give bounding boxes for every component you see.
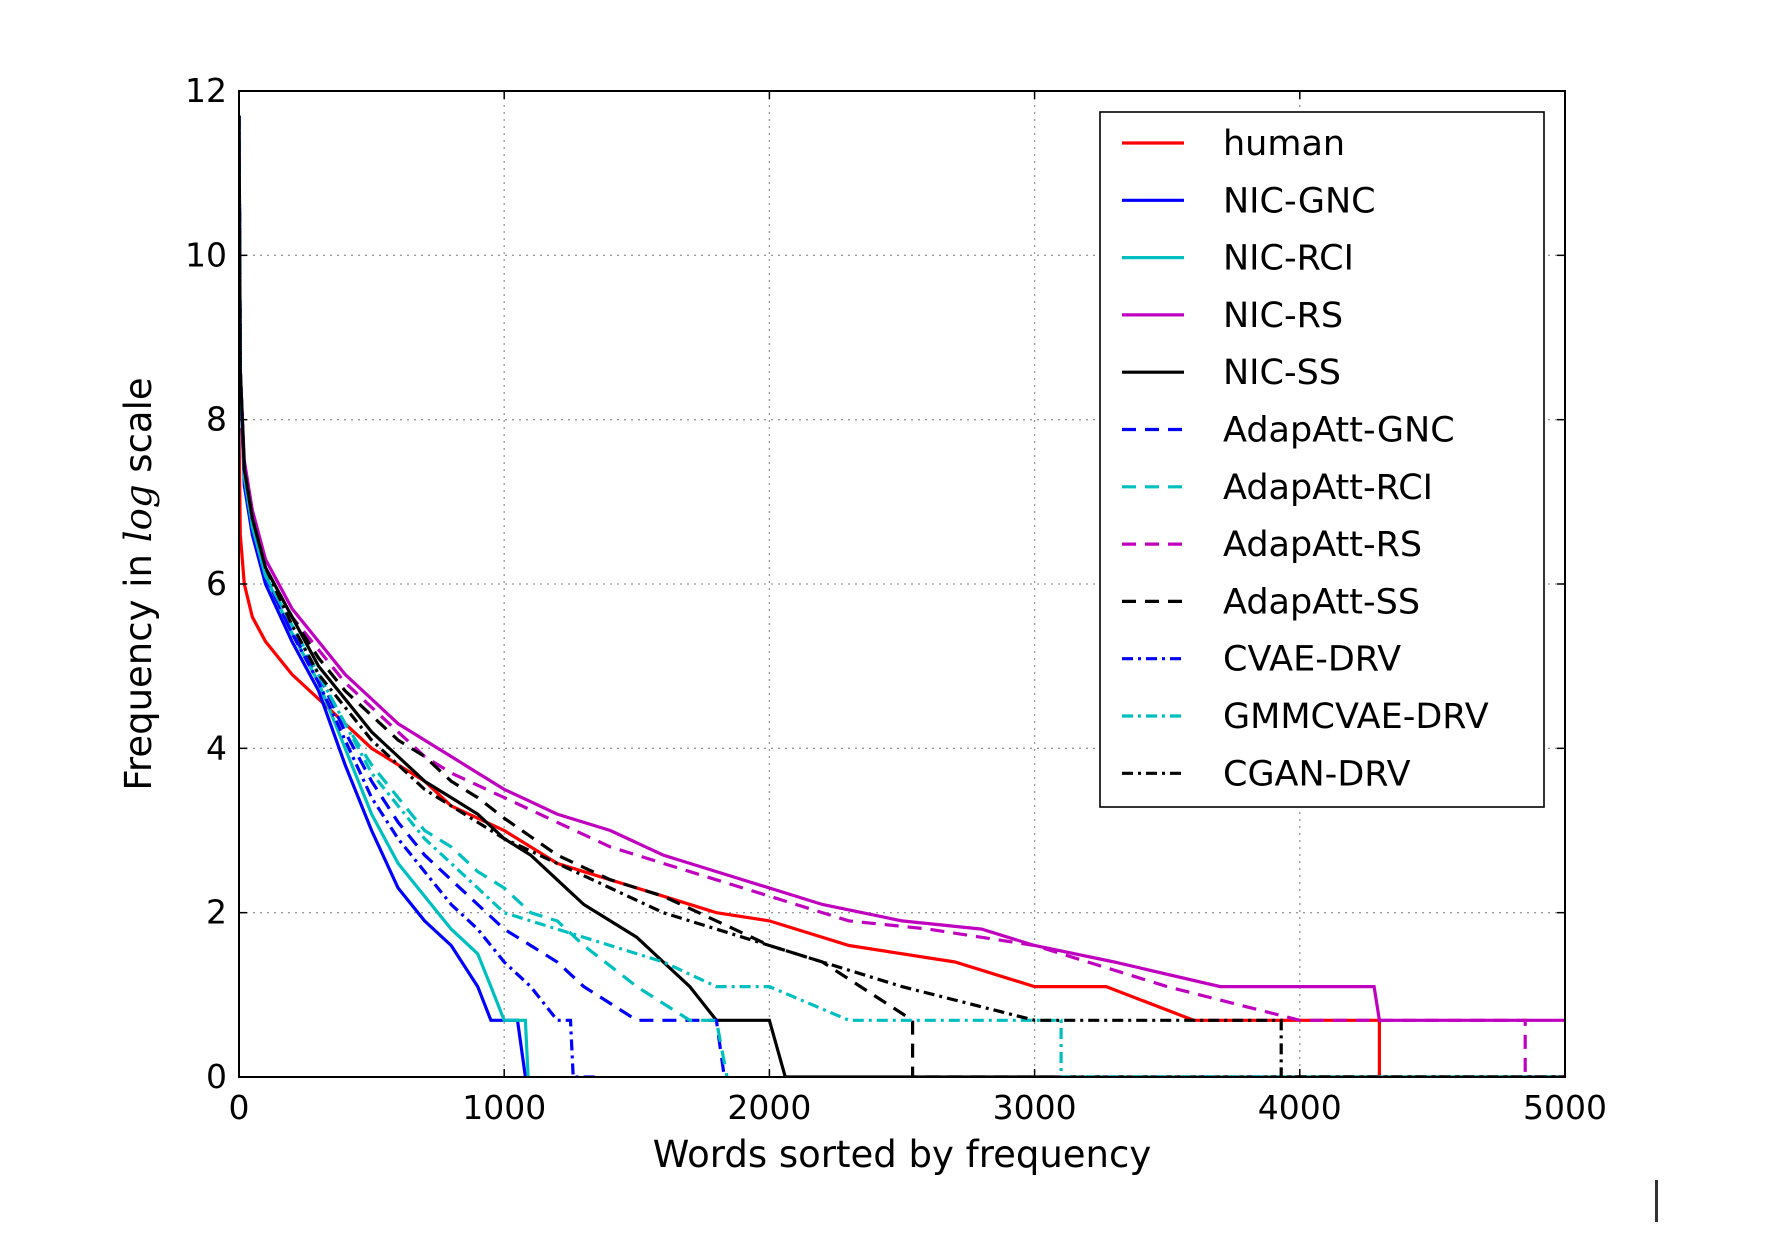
legend-label: NIC-RS	[1223, 296, 1343, 336]
legend-label: CGAN-DRV	[1223, 754, 1411, 794]
ticks-layer: 0 1000 2000 3000 4000 5000 0 2 4 6 8 10 12	[185, 71, 1607, 1127]
series-line-cgan-drv	[239, 115, 1565, 1077]
y-tick-label: 0	[206, 1057, 227, 1096]
x-tick-label: 3000	[993, 1088, 1077, 1127]
legend-label: NIC-GNC	[1223, 181, 1376, 221]
legend-label: human	[1223, 124, 1345, 164]
y-axis-label-part-3: scale	[117, 377, 160, 484]
legend-box	[1099, 111, 1545, 808]
y-tick-label: 6	[206, 564, 227, 603]
series-line-adapatt-gnc	[239, 115, 726, 1077]
y-axis-label-part-2: log	[117, 484, 160, 542]
x-axis-label: Words sorted by frequency	[653, 1133, 1152, 1176]
legend-label: AdapAtt-GNC	[1223, 411, 1455, 451]
x-tick-label: 0	[229, 1088, 250, 1127]
series-line-nic-rs	[239, 115, 1565, 1022]
x-tick-label: 4000	[1258, 1088, 1342, 1127]
legend-label: NIC-SS	[1223, 353, 1341, 393]
legend-items: human NIC-GNC NIC-RCI NIC-RS NIC-SS AdapAtt-G…	[1122, 124, 1489, 794]
legend-label: AdapAtt-SS	[1223, 582, 1420, 622]
legend-label: NIC-RCI	[1223, 239, 1354, 279]
y-axis-label-part-1: Frequency in	[117, 542, 160, 790]
series-line-human	[239, 427, 1381, 1077]
legend-label: AdapAtt-RCI	[1223, 468, 1433, 508]
text-cursor-bar	[1655, 1180, 1658, 1222]
legend-label: AdapAtt-RS	[1223, 525, 1422, 565]
y-tick-label: 8	[206, 400, 227, 439]
legend-label: GMMCVAE-DRV	[1223, 697, 1489, 737]
series-layer	[239, 115, 1565, 1077]
x-tick-label: 1000	[462, 1088, 546, 1127]
legend-label: CVAE-DRV	[1223, 640, 1401, 680]
y-tick-label: 2	[206, 893, 227, 932]
series-line-adapatt-rs	[239, 115, 1565, 1077]
series-line-adapatt-rci	[239, 115, 729, 1077]
y-tick-label: 10	[185, 235, 227, 274]
x-tick-label: 2000	[727, 1088, 811, 1127]
legend: human NIC-GNC NIC-RCI NIC-RS NIC-SS AdapAtt-G…	[1099, 111, 1545, 808]
series-line-gmmcvae-drv	[239, 115, 1565, 1077]
y-axis-label: Frequency in log scale	[117, 377, 160, 790]
y-tick-label: 4	[206, 728, 227, 767]
x-tick-label: 5000	[1523, 1088, 1607, 1127]
y-tick-label: 12	[185, 71, 227, 110]
